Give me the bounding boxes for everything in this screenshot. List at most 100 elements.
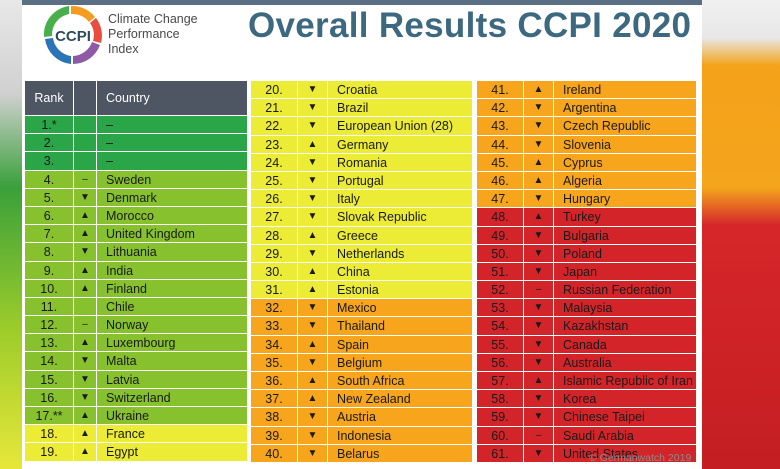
- country-cell: European Union (28): [337, 119, 454, 134]
- table-row: 47. ▼ Hungary: [477, 190, 696, 209]
- table-row: 39. ▼ Indonesia: [251, 426, 472, 445]
- rank-cell: 25.: [251, 171, 298, 190]
- table-row: 11. Chile: [25, 297, 247, 317]
- rank-cell: 10.: [25, 279, 74, 297]
- table-header: Rank Country: [25, 81, 247, 116]
- rank-cell: 55.: [477, 335, 524, 353]
- logo-acronym: CCPI: [55, 28, 91, 45]
- table-row: 15. ▼ Latvia: [25, 370, 247, 389]
- trend-icon: [74, 152, 97, 170]
- rank-cell: 33.: [251, 317, 298, 335]
- rank-cell: 44.: [477, 135, 524, 153]
- table-row: 49. ▼ Bulgaria: [477, 226, 696, 245]
- trend-icon: ▲: [74, 225, 97, 243]
- table-row: 7. ▲ United Kingdom: [25, 225, 247, 244]
- trend-icon: ▲: [524, 81, 554, 99]
- rank-cell: 31.: [251, 281, 298, 299]
- table-row: 55. ▼ Canada: [477, 335, 696, 354]
- country-cell: India: [106, 263, 134, 278]
- country-cell: Spain: [337, 337, 369, 352]
- trend-icon: ▼: [524, 353, 554, 371]
- country-cell: Malta: [106, 354, 137, 369]
- trend-header: [74, 81, 97, 115]
- trend-icon: ▼: [298, 190, 328, 208]
- country-cell: Egypt: [106, 445, 138, 460]
- trend-icon: ▲: [524, 153, 554, 171]
- country-cell: Estonia: [337, 283, 379, 298]
- rank-cell: 34.: [251, 335, 298, 353]
- country-cell: Romania: [337, 155, 388, 170]
- country-cell: Kazakhstan: [563, 319, 629, 334]
- rank-cell: 59.: [477, 408, 524, 426]
- rank-cell: 42.: [477, 99, 524, 117]
- table-row: 34. ▲ Spain: [251, 335, 472, 354]
- trend-icon: ▼: [298, 317, 328, 335]
- table-row: 53. ▼ Malaysia: [477, 299, 696, 318]
- trend-icon: ▲: [298, 372, 328, 390]
- country-cell: China: [337, 264, 370, 279]
- country-cell: Russian Federation: [563, 283, 672, 298]
- country-cell: Chile: [106, 299, 135, 314]
- country-cell: Luxembourg: [106, 336, 176, 351]
- country-cell: Argentina: [563, 101, 617, 116]
- rank-cell: 18.: [25, 425, 74, 443]
- rank-cell: 6.: [25, 206, 74, 225]
- rank-cell: 40.: [251, 444, 298, 462]
- top-divider: [22, 0, 702, 5]
- trend-icon: ▲: [298, 281, 328, 299]
- country-cell: Sweden: [106, 172, 152, 187]
- rank-cell: 8.: [25, 243, 74, 261]
- table-row: 22. ▼ European Union (28): [251, 117, 472, 136]
- rank-cell: 56.: [477, 353, 524, 371]
- rank-cell: 11.: [25, 297, 74, 316]
- table-row: 2. –: [25, 134, 247, 153]
- table-row: 37. ▲ New Zealand: [251, 390, 472, 409]
- country-cell: United Kingdom: [106, 227, 195, 242]
- table-row: 33. ▼ Thailand: [251, 317, 472, 336]
- trend-icon: ▲: [74, 425, 97, 443]
- trend-icon: [74, 297, 97, 316]
- rank-cell: 32.: [251, 299, 298, 317]
- country-cell: New Zealand: [337, 392, 411, 407]
- trend-icon: ▲: [298, 135, 328, 153]
- trend-icon: ▼: [524, 244, 554, 262]
- table-row: 32. ▼ Mexico: [251, 299, 472, 318]
- trend-icon: ▼: [298, 299, 328, 317]
- country-cell: Brazil: [337, 101, 369, 116]
- country-cell: –: [106, 118, 113, 132]
- trend-icon: ▲: [298, 226, 328, 244]
- table-row: 58. ▼ Korea: [477, 390, 696, 409]
- rank-cell: 17.**: [25, 407, 74, 425]
- table-row: 12. – Norway: [25, 316, 247, 335]
- country-cell: –: [106, 136, 113, 151]
- country-cell: Mexico: [337, 301, 377, 316]
- rank-cell: 30.: [251, 262, 298, 281]
- table-row: 40. ▼ Belarus: [251, 444, 472, 463]
- trend-icon: ▼: [298, 81, 328, 99]
- rank-cell: 15.: [25, 370, 74, 388]
- trend-icon: ▼: [298, 171, 328, 190]
- trend-icon: ▲: [298, 262, 328, 281]
- country-cell: Islamic Republic of Iran: [563, 374, 693, 388]
- country-cell: Finland: [106, 281, 147, 296]
- trend-icon: ▼: [524, 117, 554, 135]
- trend-icon: ▲: [74, 206, 97, 225]
- rank-cell: 46.: [477, 171, 524, 190]
- country-cell: Portugal: [337, 173, 384, 188]
- rank-cell: 51.: [477, 262, 524, 281]
- trend-icon: ▼: [524, 190, 554, 208]
- rank-cell: 57.: [477, 372, 524, 390]
- rank-cell: 24.: [251, 153, 298, 171]
- ranking-column-3: 41. ▲ Ireland 42. ▼ Argentina 43. ▼ Czech Republ…: [477, 81, 696, 463]
- trend-icon: –: [524, 426, 554, 444]
- country-cell: Norway: [106, 318, 149, 333]
- country-cell: Bulgaria: [563, 228, 609, 243]
- country-cell: Indonesia: [337, 428, 392, 443]
- trend-icon: ▼: [524, 99, 554, 117]
- trend-icon: ▼: [74, 370, 97, 388]
- rank-cell: 45.: [477, 153, 524, 171]
- table-row: 4. – Sweden: [25, 170, 247, 189]
- ranking-column-1: Rank Country 1.* –2. –3. –4. – Sweden 5. ▼ Denma…: [25, 81, 247, 462]
- country-cell: Korea: [563, 392, 597, 407]
- country-cell: Algeria: [563, 173, 602, 188]
